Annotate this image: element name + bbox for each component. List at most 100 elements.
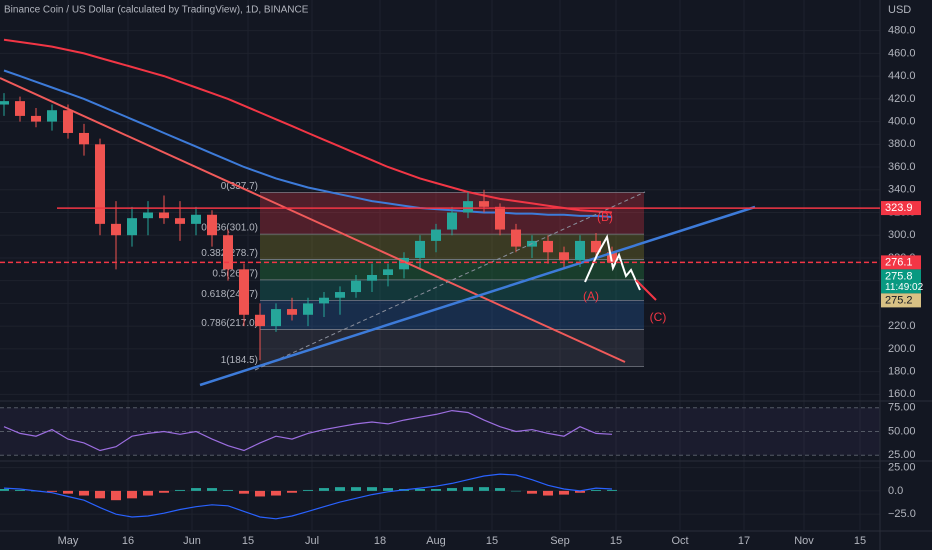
y-tick-label: 420.0	[888, 93, 916, 105]
price-tag	[881, 293, 921, 308]
macd-histogram-bar	[543, 490, 553, 496]
y-tick-label: 360.0	[888, 161, 916, 173]
candle-body	[543, 240, 553, 253]
macd-histogram-bar	[143, 490, 153, 496]
macd-histogram-bar	[287, 490, 297, 493]
candle-body	[479, 201, 489, 207]
candle-body	[127, 218, 137, 236]
macd-histogram-bar	[111, 490, 121, 501]
candle-body	[159, 212, 169, 219]
candle-body	[207, 214, 217, 236]
y-tick-label: 400.0	[888, 115, 916, 127]
y-tick-label: 0.0	[888, 485, 903, 497]
rsi-line	[3, 409, 613, 452]
candle-body	[415, 240, 425, 258]
candle-body	[31, 115, 41, 122]
x-tick-label: Oct	[671, 535, 688, 547]
macd-histogram-bar	[575, 490, 585, 493]
candle-body	[511, 229, 521, 247]
macd-histogram-bar	[511, 490, 521, 492]
macd-histogram-bar	[415, 489, 425, 491]
wave-label: (A)	[583, 289, 599, 303]
candle-body	[47, 110, 57, 122]
y-tick-label: 220.0	[888, 320, 916, 332]
trend-line	[254, 191, 646, 371]
y-tick-label: 160.0	[888, 388, 916, 400]
candle-body	[223, 235, 233, 270]
macd-histogram-bar	[495, 488, 505, 491]
fib-label: 0.618(242.7)	[201, 289, 258, 300]
fib-zone	[260, 234, 644, 260]
currency-label: USD	[888, 4, 911, 16]
moving-average	[3, 38, 613, 214]
macd-histogram-bar	[559, 490, 569, 495]
trend-line	[199, 205, 756, 387]
y-tick-label: 340.0	[888, 184, 916, 196]
price-tag-label: 275.2	[885, 294, 913, 306]
candle-body	[591, 240, 601, 253]
macd-histogram-bar	[191, 488, 201, 491]
candle-body	[111, 223, 121, 236]
macd-histogram-bar	[255, 490, 265, 497]
candle-body	[239, 269, 249, 315]
fib-label: 1(184.5)	[221, 355, 258, 366]
x-tick-label: Aug	[426, 535, 446, 547]
macd-histogram-bar	[223, 489, 233, 491]
x-tick-label: Sep	[550, 535, 570, 547]
macd-histogram-bar	[127, 490, 137, 499]
candle-body	[351, 280, 361, 293]
macd-histogram-bar	[319, 488, 329, 491]
y-tick-label: 25.00	[888, 449, 916, 461]
x-tick-label: 16	[122, 535, 134, 547]
y-tick-label: 25.00	[888, 461, 916, 473]
x-tick-label: Jul	[305, 535, 319, 547]
macd-histogram-bar	[159, 490, 169, 493]
candle-body	[431, 229, 441, 241]
macd-histogram-bar	[607, 489, 617, 491]
macd-histogram-bar	[271, 490, 281, 496]
x-tick-label: 15	[486, 535, 498, 547]
fib-label: 0.236(301.0)	[201, 223, 258, 234]
y-tick-label: 50.00	[888, 425, 916, 437]
macd-line	[3, 473, 613, 520]
macd-histogram-bar	[447, 488, 457, 491]
x-tick-label: Jun	[183, 535, 201, 547]
macd-histogram-bar	[463, 487, 473, 491]
macd-histogram-bar	[47, 490, 57, 492]
y-tick-label: 75.00	[888, 402, 916, 414]
plot-layer: May16Jun15Jul18Aug15Sep15Oct17Nov150(337…	[0, 0, 880, 547]
overlay-layer: 160.0180.0200.0220.0240.0260.0280.0300.0…	[0, 25, 924, 520]
y-tick-label: 200.0	[888, 343, 916, 355]
macd-histogram-bar	[367, 487, 377, 491]
candle-body	[175, 218, 185, 224]
x-tick-label: May	[58, 535, 79, 547]
candle-body	[143, 212, 153, 219]
price-tag	[881, 269, 921, 294]
x-tick-label: 15	[610, 535, 622, 547]
trend-line	[0, 77, 626, 363]
macd-histogram-bar	[591, 489, 601, 491]
wave-path	[584, 234, 641, 291]
y-tick-label: 480.0	[888, 25, 916, 37]
x-tick-label: 15	[854, 535, 866, 547]
macd-histogram-bar	[207, 488, 217, 491]
candle-body	[95, 144, 105, 224]
candle-body	[607, 252, 617, 263]
rsi-band	[0, 407, 880, 456]
chart-title: Binance Coin / US Dollar (calculated by …	[4, 5, 309, 16]
candle-body	[559, 252, 569, 261]
candle-body	[495, 206, 505, 230]
macd-histogram-bar	[335, 487, 345, 491]
macd-histogram-bar	[431, 489, 441, 491]
wave-label: (B)	[597, 210, 613, 224]
y-tick-label: −25.0	[888, 508, 916, 520]
candle-body	[79, 132, 89, 145]
wave-label: (C)	[650, 310, 667, 324]
candle-body	[383, 269, 393, 275]
candle-body	[575, 240, 585, 261]
macd-histogram-bar	[95, 490, 105, 499]
price-tag-label: 323.9	[885, 202, 913, 214]
candle-body	[287, 309, 297, 315]
